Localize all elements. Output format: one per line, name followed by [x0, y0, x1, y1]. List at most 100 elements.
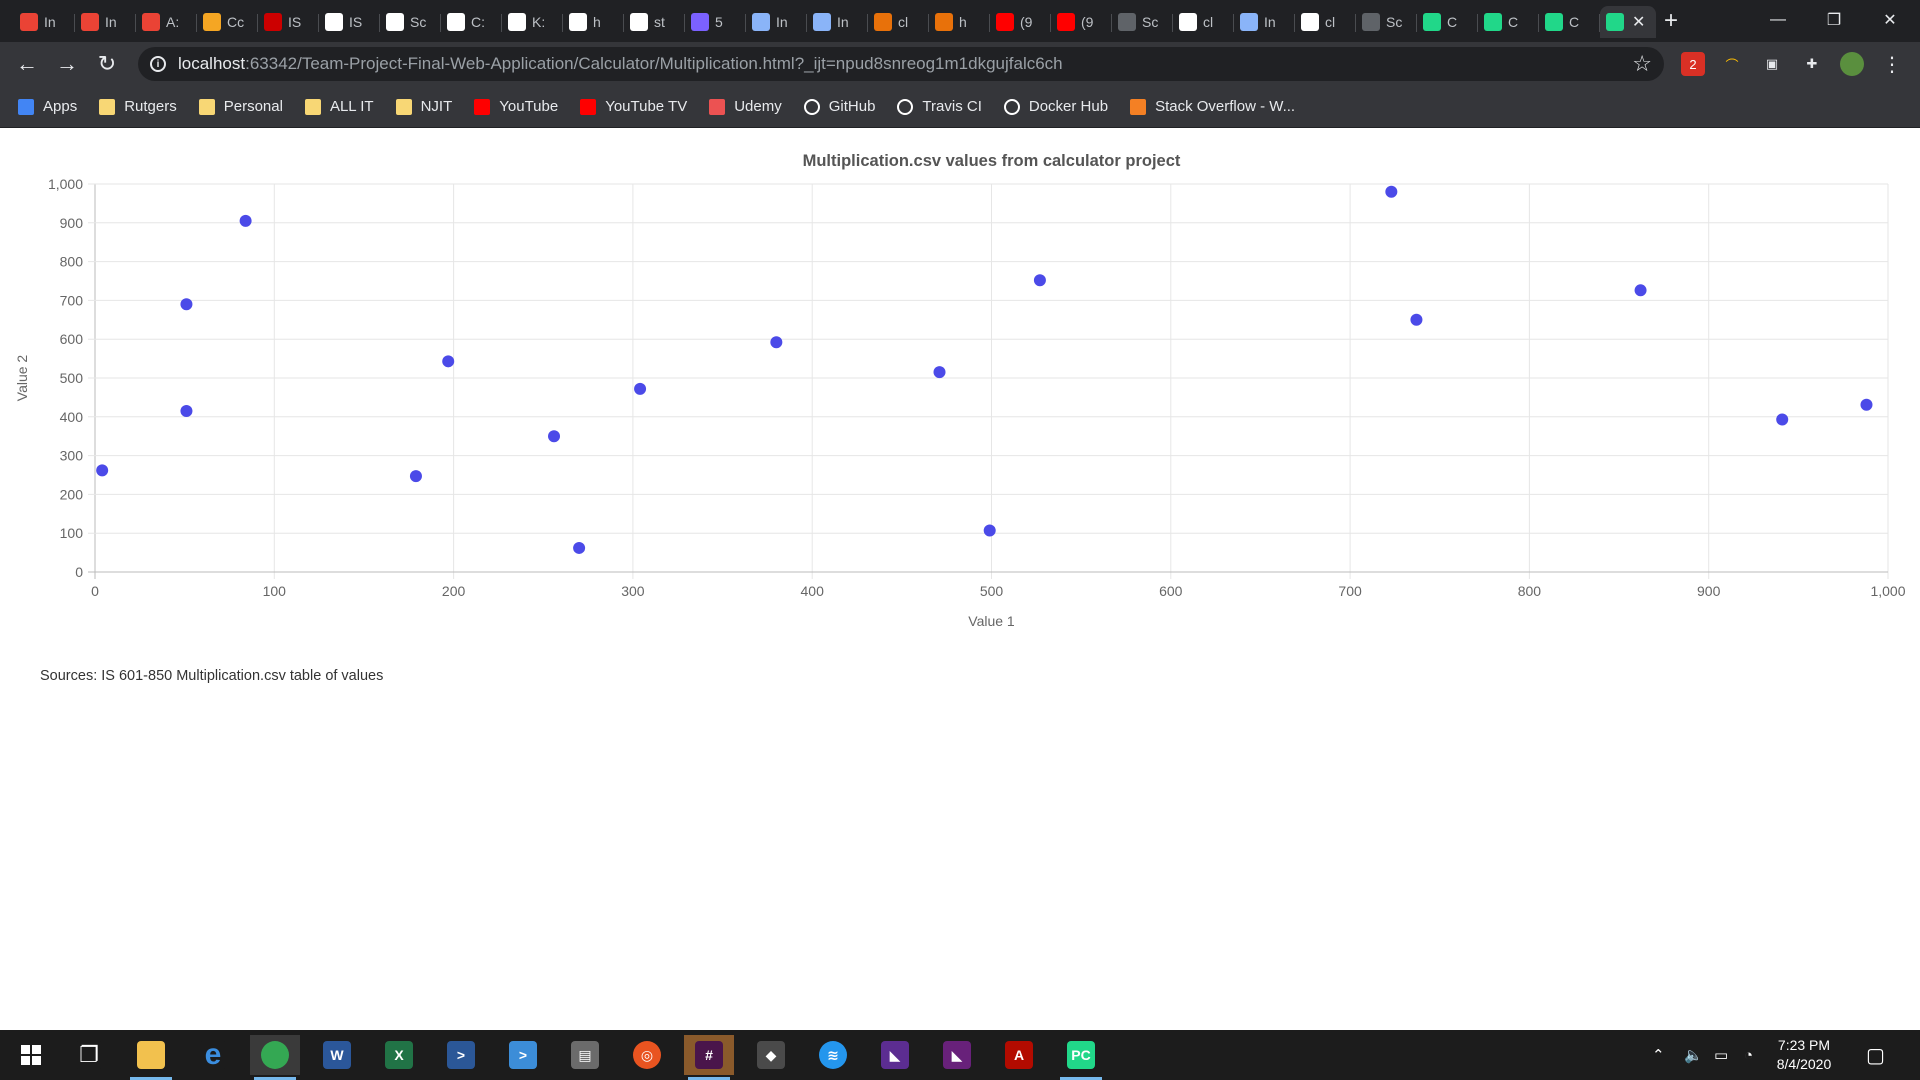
- browser-tab[interactable]: Sc: [380, 6, 441, 38]
- browser-tab[interactable]: st: [624, 6, 685, 38]
- browser-tab[interactable]: K:: [502, 6, 563, 38]
- bookmark-item[interactable]: Rutgers: [99, 98, 177, 115]
- data-point[interactable]: [409, 470, 422, 483]
- bookmark-item[interactable]: Docker Hub: [1003, 98, 1108, 115]
- browser-tab[interactable]: IS: [258, 6, 319, 38]
- taskbar-app[interactable]: #: [684, 1035, 734, 1080]
- action-center-icon[interactable]: ▢: [1866, 1044, 1885, 1067]
- taskbar-app[interactable]: >: [436, 1035, 486, 1075]
- taskbar-app[interactable]: e: [188, 1035, 238, 1075]
- browser-tab[interactable]: cl: [1295, 6, 1356, 38]
- taskbar-app[interactable]: ❐: [64, 1035, 114, 1075]
- data-point[interactable]: [180, 298, 193, 311]
- bookmark-item[interactable]: GitHub: [803, 98, 875, 115]
- cast-extension-icon[interactable]: ▣: [1765, 56, 1779, 71]
- browser-tab[interactable]: C: [1539, 6, 1600, 38]
- browser-tab[interactable]: C:: [441, 6, 502, 38]
- data-point[interactable]: [983, 524, 996, 537]
- bookmark-item[interactable]: Travis CI: [897, 98, 982, 115]
- wifi-icon[interactable]: ◔: [1744, 1046, 1754, 1064]
- bookmark-item[interactable]: YouTube TV: [580, 98, 687, 115]
- volume-icon[interactable]: 🔈: [1684, 1047, 1703, 1064]
- data-point[interactable]: [442, 355, 455, 368]
- taskbar-app[interactable]: W: [312, 1035, 362, 1075]
- browser-tab[interactable]: C: [1417, 6, 1478, 38]
- reload-button[interactable]: ↻: [92, 49, 122, 79]
- x-tick-label: 400: [801, 583, 825, 599]
- minimize-button[interactable]: —: [1770, 11, 1786, 28]
- taskbar-app[interactable]: [126, 1035, 176, 1080]
- data-point[interactable]: [770, 336, 783, 349]
- forward-button[interactable]: →: [52, 49, 82, 79]
- browser-tab[interactable]: (9: [990, 6, 1051, 38]
- show-hidden-icons-button[interactable]: ⌃: [1652, 1047, 1665, 1064]
- browser-tab[interactable]: In: [807, 6, 868, 38]
- start-button[interactable]: [6, 1035, 56, 1075]
- bookmark-item[interactable]: Stack Overflow - W...: [1130, 98, 1295, 115]
- bookmark-item[interactable]: Apps: [18, 98, 77, 115]
- taskbar-app[interactable]: ◎: [622, 1035, 672, 1075]
- data-point[interactable]: [573, 541, 586, 554]
- extension-badge-icon[interactable]: 2: [1681, 52, 1705, 76]
- data-point[interactable]: [1385, 185, 1398, 198]
- taskbar-app[interactable]: [250, 1035, 300, 1080]
- browser-tab[interactable]: A:: [136, 6, 197, 38]
- bookmark-item[interactable]: NJIT: [395, 98, 452, 115]
- browser-tab[interactable]: C: [1478, 6, 1539, 38]
- data-point[interactable]: [634, 382, 647, 395]
- data-point[interactable]: [1860, 398, 1873, 411]
- rainbow-extension-icon[interactable]: ⌒: [1725, 57, 1739, 73]
- browser-tab[interactable]: In: [75, 6, 136, 38]
- data-point[interactable]: [180, 404, 193, 417]
- data-point[interactable]: [933, 366, 946, 379]
- restore-button[interactable]: ❐: [1826, 12, 1842, 29]
- data-point[interactable]: [1776, 413, 1789, 426]
- browser-tab[interactable]: Cc: [197, 6, 258, 38]
- browser-tab[interactable]: In: [746, 6, 807, 38]
- taskbar-app[interactable]: A: [994, 1035, 1044, 1075]
- browser-tab[interactable]: cl: [868, 6, 929, 38]
- browser-tab[interactable]: IS: [319, 6, 380, 38]
- taskbar-app[interactable]: ◣: [932, 1035, 982, 1075]
- active-browser-tab[interactable]: ✕: [1600, 6, 1656, 38]
- profile-avatar[interactable]: [1840, 52, 1864, 76]
- chrome-icon: [261, 1041, 289, 1069]
- browser-tab[interactable]: In: [1234, 6, 1295, 38]
- taskbar-app[interactable]: ◆: [746, 1035, 796, 1075]
- bookmark-item[interactable]: ALL IT: [304, 98, 374, 115]
- data-point[interactable]: [1033, 274, 1046, 287]
- site-info-icon[interactable]: i: [150, 56, 166, 72]
- data-point[interactable]: [96, 464, 109, 477]
- data-point[interactable]: [1634, 284, 1647, 297]
- data-point[interactable]: [1410, 313, 1423, 326]
- new-tab-button[interactable]: +: [1663, 7, 1678, 34]
- address-bar[interactable]: i localhost:63342/Team-Project-Final-Web…: [138, 47, 1664, 81]
- back-button[interactable]: ←: [12, 49, 42, 79]
- browser-tab[interactable]: h: [563, 6, 624, 38]
- bookmark-star-icon[interactable]: ☆: [1632, 51, 1652, 76]
- taskbar-app[interactable]: >: [498, 1035, 548, 1075]
- extensions-puzzle-icon[interactable]: ✚: [1806, 56, 1818, 71]
- data-point[interactable]: [239, 214, 252, 227]
- browser-tab[interactable]: (9: [1051, 6, 1112, 38]
- browser-tab[interactable]: h: [929, 6, 990, 38]
- battery-icon[interactable]: ▭: [1714, 1047, 1729, 1064]
- data-point[interactable]: [548, 430, 561, 443]
- bookmark-item[interactable]: Udemy: [709, 98, 782, 115]
- taskbar-app[interactable]: X: [374, 1035, 424, 1075]
- browser-tab[interactable]: cl: [1173, 6, 1234, 38]
- browser-tab[interactable]: Sc: [1112, 6, 1173, 38]
- taskbar-app[interactable]: PC: [1056, 1035, 1106, 1080]
- bookmark-item[interactable]: Personal: [198, 98, 283, 115]
- taskbar-app[interactable]: ≋: [808, 1035, 858, 1075]
- close-tab-icon[interactable]: ✕: [1632, 14, 1646, 31]
- close-window-button[interactable]: ✕: [1883, 12, 1897, 29]
- taskbar-app[interactable]: ◣: [870, 1035, 920, 1075]
- taskbar-app[interactable]: ▤: [560, 1035, 610, 1075]
- browser-tab[interactable]: In: [14, 6, 75, 38]
- chrome-menu-icon[interactable]: ⋮: [1882, 53, 1902, 76]
- taskbar-clock[interactable]: 7:23 PM 8/4/2020: [1764, 1036, 1844, 1074]
- browser-tab[interactable]: 5: [685, 6, 746, 38]
- browser-tab[interactable]: Sc: [1356, 6, 1417, 38]
- bookmark-item[interactable]: YouTube: [474, 98, 558, 115]
